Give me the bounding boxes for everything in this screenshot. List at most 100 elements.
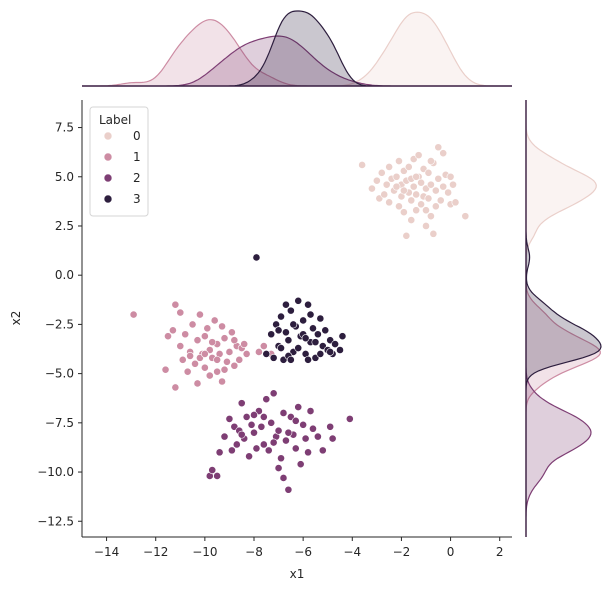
y-tick-label: −12.5 — [37, 514, 74, 528]
scatter-point-label-1 — [200, 350, 209, 358]
scatter-point-label-3 — [299, 316, 308, 325]
scatter-point-label-2 — [301, 434, 310, 443]
scatter-point-label-2 — [264, 446, 273, 455]
scatter-point-label-1 — [205, 371, 214, 380]
scatter-point-label-1 — [183, 367, 192, 376]
scatter-point-label-0 — [399, 186, 408, 195]
scatter-point-label-1 — [230, 361, 239, 370]
x-tick-label: −4 — [343, 545, 361, 559]
scatter-point-label-0 — [412, 190, 421, 199]
legend-marker-0 — [103, 131, 113, 141]
y-tick-label: −10.0 — [37, 465, 74, 479]
scatter-point-label-2 — [257, 422, 266, 431]
scatter-point-label-2 — [279, 474, 288, 482]
scatter-point-label-3 — [252, 253, 261, 262]
scatter-point-label-0 — [368, 184, 376, 193]
scatter-point-label-1 — [176, 308, 185, 317]
scatter-point-label-2 — [259, 440, 268, 449]
scatter-point-label-0 — [402, 231, 411, 240]
scatter-point-label-2 — [220, 432, 229, 441]
scatter-point-label-2 — [282, 436, 290, 445]
scatter-point-label-2 — [277, 454, 285, 463]
scatter-point-label-0 — [414, 151, 423, 160]
scatter-point-label-2 — [213, 472, 222, 480]
scatter-point-label-1 — [218, 322, 226, 331]
scatter-point-label-2 — [274, 426, 283, 435]
scatter-point-label-1 — [196, 310, 204, 319]
scatter-point-label-3 — [326, 348, 335, 356]
scatter-point-label-1 — [225, 348, 234, 356]
scatter-point-label-1 — [210, 316, 219, 325]
legend-marker-3 — [103, 194, 113, 204]
right-marginal-kde — [525, 100, 602, 537]
x-tick-label: −12 — [143, 545, 168, 559]
legend-label-3: 3 — [133, 192, 141, 206]
scatter-point-label-0 — [392, 172, 401, 181]
scatter-point-label-2 — [309, 424, 317, 433]
scatter-point-label-2 — [345, 414, 354, 423]
scatter-point-label-2 — [291, 444, 300, 453]
legend[interactable]: Label 0 1 2 3 — [89, 106, 149, 217]
scatter-point-label-2 — [247, 420, 256, 429]
scatter-point-label-3 — [313, 330, 322, 339]
scatter-point-label-0 — [429, 229, 438, 238]
scatter-point-label-2 — [242, 413, 251, 421]
scatter-point-label-1 — [164, 332, 172, 341]
x-tick-label: −6 — [294, 545, 312, 559]
scatter-point-label-0 — [358, 161, 367, 169]
scatter-point-label-2 — [318, 446, 327, 455]
scatter-points — [129, 143, 470, 494]
scatter-point-label-0 — [439, 149, 448, 158]
scatter-point-label-0 — [395, 157, 403, 165]
scatter-point-label-2 — [279, 409, 288, 417]
scatter-point-label-0 — [446, 172, 455, 181]
scatter-point-label-2 — [296, 460, 305, 469]
scatter-point-label-2 — [259, 413, 268, 421]
legend-entries: 0 1 2 3 — [103, 129, 141, 206]
scatter-point-label-2 — [306, 407, 315, 415]
y-tick-label: 7.5 — [55, 121, 74, 135]
scatter-point-label-0 — [417, 178, 425, 187]
scatter-point-label-1 — [193, 336, 202, 345]
scatter-point-label-2 — [274, 464, 283, 473]
legend-label-1: 1 — [133, 150, 141, 164]
scatter-point-label-2 — [227, 446, 236, 455]
scatter-point-label-1 — [240, 340, 249, 348]
scatter-point-label-1 — [213, 355, 222, 364]
scatter-point-label-3 — [282, 300, 290, 309]
scatter-point-label-2 — [245, 452, 253, 461]
scatter-point-label-0 — [451, 198, 460, 207]
scatter-point-label-0 — [392, 182, 401, 191]
scatter-point-label-0 — [436, 196, 445, 205]
top-marginal-kde — [82, 10, 512, 87]
scatter-point-label-2 — [313, 432, 322, 441]
scatter-point-label-3 — [269, 353, 278, 362]
x-tick-label: −10 — [192, 545, 217, 559]
scatter-point-label-0 — [424, 168, 433, 177]
legend-title: Label — [99, 113, 131, 127]
scatter-point-label-1 — [230, 336, 239, 345]
scatter-point-label-3 — [267, 330, 276, 339]
scatter-point-label-1 — [178, 355, 187, 364]
scatter-point-label-3 — [284, 336, 293, 345]
scatter-point-label-3 — [282, 328, 290, 337]
scatter-point-label-1 — [242, 350, 251, 358]
x-tick-label: −2 — [393, 545, 411, 559]
x-ticks: −14 −12 −10 −8 −6 −4 −2 0 2 — [94, 537, 504, 559]
scatter-point-label-3 — [277, 312, 285, 321]
scatter-point-label-2 — [237, 430, 246, 439]
scatter-point-label-1 — [200, 363, 209, 372]
scatter-point-label-0 — [385, 163, 394, 171]
y-tick-label: −5.0 — [45, 367, 74, 381]
scatter-point-label-0 — [427, 212, 435, 221]
scatter-point-label-3 — [262, 350, 271, 358]
y-tick-label: 5.0 — [55, 170, 74, 184]
scatter-point-label-0 — [372, 176, 381, 185]
scatter-point-label-1 — [169, 326, 177, 335]
scatter-point-label-2 — [269, 389, 278, 398]
scatter-point-label-2 — [328, 434, 337, 443]
scatter-point-label-1 — [213, 367, 222, 376]
scatter-point-label-1 — [223, 357, 231, 366]
scatter-point-label-1 — [161, 365, 170, 374]
